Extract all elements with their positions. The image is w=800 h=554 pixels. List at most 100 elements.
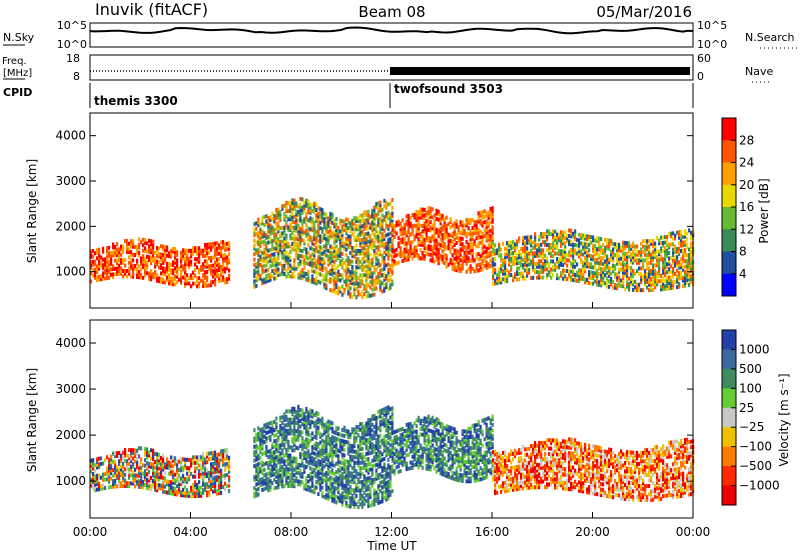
- power-cell: [431, 215, 434, 220]
- velocity-cell: [291, 475, 294, 480]
- power-cell: [218, 246, 221, 251]
- power-cell: [383, 261, 386, 266]
- power-cell: [686, 266, 689, 271]
- velocity-cell: [152, 484, 155, 489]
- velocity-cell: [263, 423, 266, 428]
- velocity-cell: [138, 462, 141, 467]
- power-cell: [210, 266, 213, 271]
- power-cell: [200, 278, 203, 283]
- power-cell: [112, 253, 115, 258]
- power-cell: [564, 255, 567, 260]
- power-cell: [293, 225, 296, 230]
- velocity-cell: [168, 471, 171, 476]
- velocity-cell: [174, 478, 177, 483]
- power-cell: [598, 242, 601, 247]
- velocity-cell: [222, 448, 225, 453]
- power-cell: [670, 280, 673, 285]
- velocity-cell: [176, 462, 179, 467]
- power-cell: [536, 264, 539, 269]
- power-cell: [94, 262, 97, 267]
- power-cell: [395, 223, 398, 228]
- power-cell: [347, 256, 350, 261]
- power-cell: [668, 270, 671, 275]
- power-cell: [399, 229, 402, 234]
- power-cell: [469, 267, 472, 272]
- velocity-cell: [261, 482, 264, 487]
- power-cell: [285, 274, 288, 279]
- velocity-cell: [170, 466, 173, 471]
- power-cell: [166, 275, 169, 280]
- power-cell: [329, 249, 332, 254]
- power-cell: [158, 251, 161, 256]
- power-cell: [427, 216, 430, 221]
- power-cell: [341, 230, 344, 235]
- velocity-cell: [144, 463, 147, 468]
- velocity-cell: [98, 456, 101, 461]
- velocity-cell: [176, 475, 179, 480]
- power-cell: [162, 247, 165, 252]
- power-cell: [674, 250, 677, 255]
- velocity-cell: [92, 460, 95, 465]
- power-cell: [526, 270, 529, 275]
- power-cell: [287, 271, 290, 276]
- velocity-cell: [118, 462, 121, 467]
- power-cell: [208, 242, 211, 247]
- power-cell: [391, 227, 394, 232]
- power-cell: [532, 240, 535, 245]
- power-cell: [399, 248, 402, 253]
- power-cell: [473, 231, 476, 236]
- power-cell: [646, 274, 649, 279]
- power-cell: [355, 238, 358, 243]
- velocity-cell: [192, 488, 195, 493]
- velocity-cell: [289, 472, 292, 477]
- power-cell: [271, 263, 274, 268]
- power-cell: [610, 241, 613, 246]
- power-cell: [257, 233, 260, 238]
- power-cell: [554, 243, 557, 248]
- power-cell: [307, 229, 310, 234]
- power-cell: [299, 234, 302, 239]
- power-cell: [291, 266, 294, 271]
- power-cell: [644, 282, 647, 287]
- power-cell: [419, 242, 422, 247]
- power-cell: [275, 243, 278, 248]
- power-cell: [598, 255, 601, 260]
- power-cell: [564, 268, 567, 273]
- velocity-cell: [200, 471, 203, 476]
- power-cell: [104, 260, 107, 265]
- power-cell: [168, 281, 171, 286]
- velocity-cell: [297, 410, 300, 415]
- power-cell: [319, 215, 322, 220]
- velocity-cell: [261, 460, 264, 465]
- power-cell: [333, 251, 336, 256]
- power-cell: [582, 268, 585, 273]
- velocity-cell: [267, 488, 270, 493]
- power-cell: [530, 275, 533, 280]
- power-cell: [419, 223, 422, 228]
- velocity-cell: [130, 448, 133, 453]
- power-cell: [144, 259, 147, 264]
- power-cell: [315, 246, 318, 251]
- power-cell: [530, 237, 533, 242]
- power-cell: [313, 256, 316, 261]
- velocity-cell: [297, 435, 300, 440]
- velocity-cell: [162, 464, 165, 469]
- power-cell: [624, 270, 627, 275]
- power-cell: [285, 206, 288, 211]
- velocity-cell: [96, 457, 99, 462]
- power-cell: [349, 234, 352, 239]
- velocity-cell: [281, 476, 284, 481]
- power-cell: [291, 230, 294, 235]
- power-cell: [263, 233, 266, 238]
- power-cell: [317, 214, 320, 219]
- velocity-cell: [130, 467, 133, 472]
- power-cell: [375, 286, 378, 291]
- power-cell: [409, 232, 412, 237]
- power-cell: [347, 258, 350, 263]
- power-cell: [578, 276, 581, 281]
- power-cell: [307, 237, 310, 242]
- power-cell: [572, 267, 575, 272]
- power-cell: [373, 292, 376, 297]
- power-cell: [204, 270, 207, 275]
- power-cell: [339, 278, 342, 283]
